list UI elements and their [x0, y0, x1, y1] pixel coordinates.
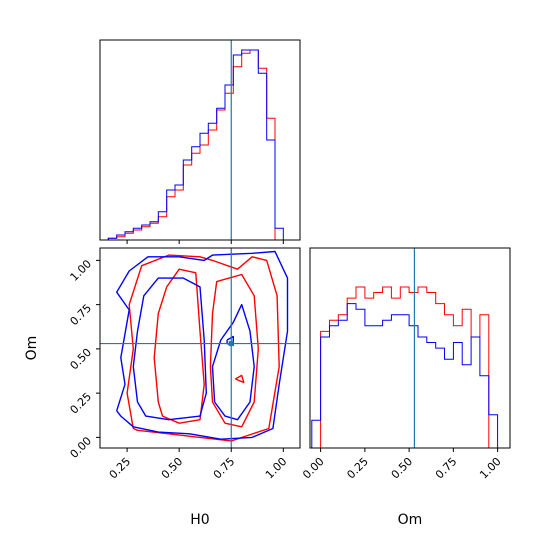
om-x-tick-label-1: 0.25 — [344, 455, 371, 482]
h0-histogram-blue — [100, 49, 300, 241]
om-histogram-red — [310, 286, 507, 449]
h0-tick-label-2: 0.75 — [211, 455, 238, 482]
panel-om-histogram: 0.00 0.25 0.50 0.75 1.00 Om — [300, 247, 511, 528]
h0-histograms — [100, 49, 300, 241]
om-histograms — [310, 286, 507, 449]
x-axis-label-h0: H0 — [190, 512, 209, 528]
om-axis-ticks: 0.00 0.25 0.50 0.75 1.00 — [300, 448, 504, 481]
contour-red-0 — [126, 254, 280, 442]
om-y-tick-label-2: 0.50 — [68, 346, 95, 373]
h0-axes-frame — [99, 39, 301, 241]
contour-blue-1 — [132, 277, 208, 421]
h0-tick-label-0: 0.25 — [107, 455, 134, 482]
y-axis-label-om: Om — [24, 336, 40, 361]
om-x-tick-label-2: 0.50 — [389, 455, 416, 482]
truth-crosshair — [100, 248, 300, 448]
om-y-tick-label-4: 1.00 — [68, 257, 95, 284]
om-axes-frame — [309, 247, 511, 449]
contour-red-1 — [153, 268, 205, 424]
contour-red-2 — [209, 273, 259, 428]
om-x-tick-label-4: 1.00 — [477, 455, 504, 482]
h0-tick-label-3: 1.00 — [263, 455, 290, 482]
contour-blue-2 — [211, 303, 255, 421]
h0-tick-label-1: 0.50 — [159, 455, 186, 482]
panel-2d-contours: 0.25 0.50 0.75 1.000.000.250.500.751.00 H0 … — [24, 247, 301, 528]
x-axis-label-om: Om — [398, 512, 423, 528]
contour-axes-frame — [99, 247, 301, 449]
om-y-tick-label-3: 0.75 — [68, 302, 95, 329]
om-x-tick-label-3: 0.75 — [433, 455, 460, 482]
panel-h0-histogram — [99, 39, 301, 244]
h0-top-ticks — [126, 240, 284, 244]
om-histogram-blue — [310, 303, 507, 449]
contour-red-3 — [235, 374, 245, 384]
om-y-tick-label-1: 0.25 — [68, 390, 95, 417]
contour-blue-0 — [115, 250, 289, 440]
om-x-tick-label-0: 0.00 — [300, 455, 327, 482]
truth-marker — [228, 341, 234, 347]
contour-lines — [115, 250, 289, 442]
om-y-tick-label-0: 0.00 — [68, 434, 95, 461]
